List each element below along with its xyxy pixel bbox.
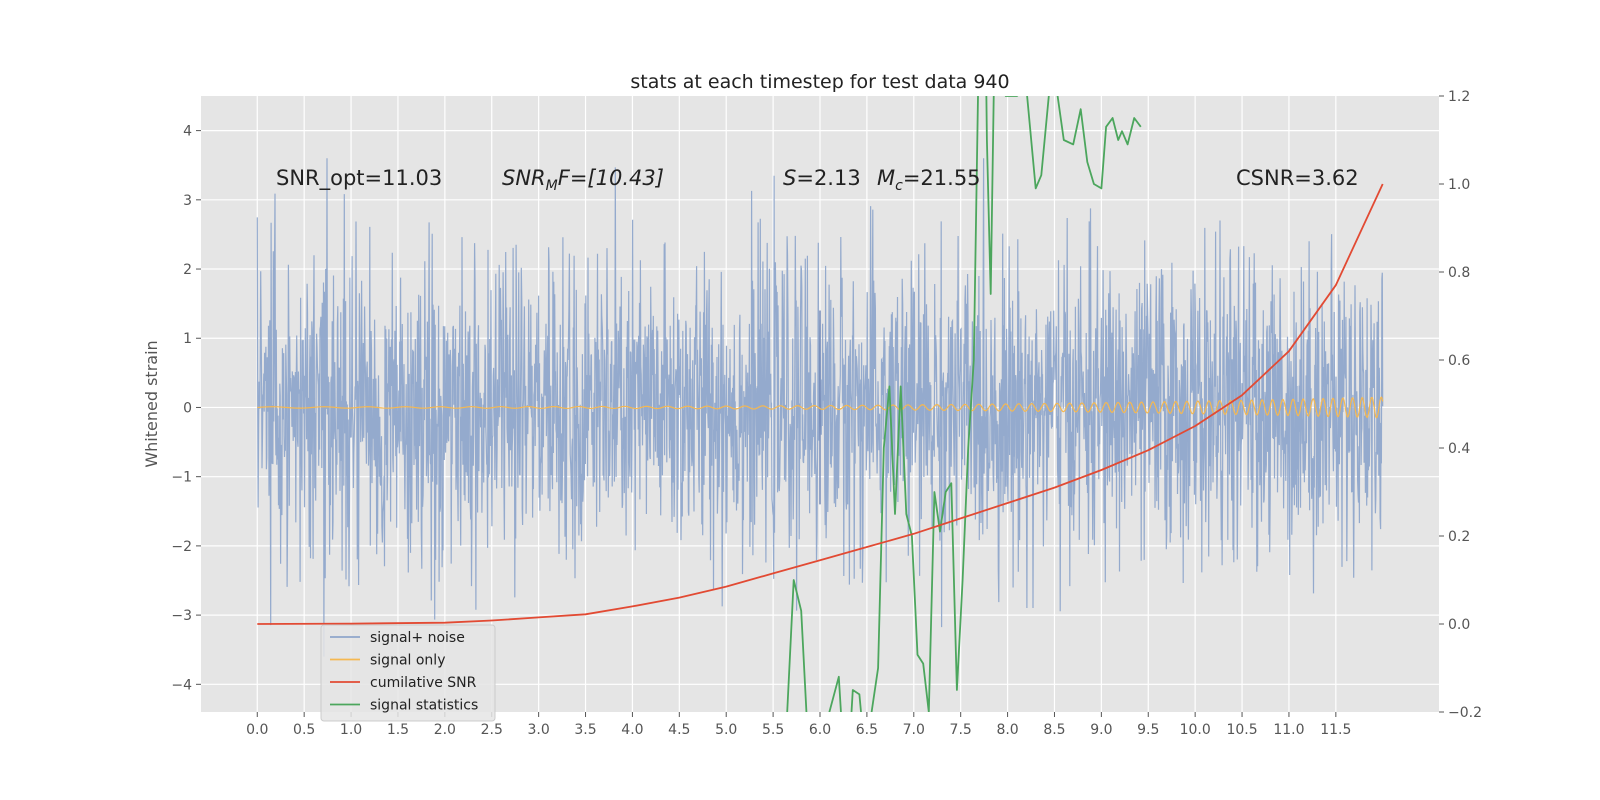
y-tick-label-left: −4 [171, 677, 192, 693]
legend-signal-statistics-label: signal statistics [370, 698, 478, 714]
series-signal-statistics [786, 96, 1142, 712]
x-tick-label: 11.0 [1273, 722, 1304, 738]
annotation-snr-mf: SNRMF=[10.43] [502, 166, 664, 194]
x-tick-label: 5.5 [762, 722, 784, 738]
x-tick-label: 1.0 [340, 722, 362, 738]
annotation-snr-opt: SNR_opt=11.03 [276, 166, 442, 191]
legend-signal-only-label: signal only [370, 653, 445, 669]
legend-cumulative-snr-label: cumilative SNR [370, 675, 477, 691]
y-tick-label-right: 0.4 [1448, 441, 1470, 457]
y-tick-label-right: 0.6 [1448, 353, 1470, 369]
legend-signal-noise-label: signal+ noise [370, 630, 465, 646]
y-tick-label-left: 2 [183, 262, 192, 278]
legend-box [320, 624, 496, 722]
x-tick-label: 4.0 [621, 722, 643, 738]
x-tick-label: 7.5 [950, 722, 972, 738]
series-cumulative-snr [257, 183, 1384, 625]
y-tick-label-left: 3 [183, 193, 192, 209]
x-tick-label: 1.5 [387, 722, 409, 738]
annotation-mc-italic: M [877, 166, 895, 190]
x-tick-label: 9.5 [1137, 722, 1159, 738]
y-tick-label-right: 1.2 [1448, 89, 1470, 105]
x-tick-label: 6.5 [856, 722, 878, 738]
x-tick-label: 2.0 [434, 722, 456, 738]
x-tick-label: 8.5 [1043, 722, 1065, 738]
y-tick-label-right: 0.8 [1448, 265, 1470, 281]
y-tick-label-right: 0.0 [1448, 617, 1470, 633]
y-tick-label-left: −3 [171, 608, 192, 624]
x-axis: 0.0 0.5 1.0 1.5 2.0 2.5 3.0 3.5 4.0 4.5 5.0 5.5 6.0 6… [246, 712, 1351, 738]
x-tick-label: 0.5 [293, 722, 315, 738]
x-tick-label: 6.0 [809, 722, 831, 738]
legend: signal+ noise signal only cumilative SNR si… [320, 624, 496, 722]
x-tick-label: 0.0 [246, 722, 268, 738]
x-tick-label: 11.5 [1320, 722, 1351, 738]
x-tick-label: 4.5 [668, 722, 690, 738]
annotation-s-value: =2.13 [796, 166, 860, 190]
y-tick-label-left: 1 [183, 331, 192, 347]
annotations: SNR_opt=11.03 SNRMF=[10.43] S=2.13 Mc=21… [276, 166, 1359, 194]
annotation-mc-value: =21.55 [903, 166, 981, 190]
y-axis-label: Whitened strain [142, 340, 161, 467]
x-tick-label: 3.0 [528, 722, 550, 738]
x-tick-label: 7.0 [903, 722, 925, 738]
x-tick-label: 3.5 [574, 722, 596, 738]
y-tick-label-right: 1.0 [1448, 177, 1470, 193]
annotation-csnr: CSNR=3.62 [1236, 166, 1359, 190]
y-tick-label-left: −2 [171, 539, 192, 555]
annotation-s-italic: S [783, 166, 796, 190]
chart-title: stats at each timestep for test data 940 [630, 71, 1009, 93]
y-tick-label-left: 0 [183, 400, 192, 416]
annotation-snr-mf-sub: M [546, 178, 558, 194]
annotation-s: S=2.13 [783, 166, 861, 190]
annotation-mc-sub: c [895, 178, 903, 194]
y-axis-right: 1.2 1.0 0.8 0.6 0.4 0.2 0.0 −0.2 [1439, 89, 1482, 721]
y-axis-left: 4 3 2 1 0 −1 −2 −3 −4 [171, 124, 201, 693]
annotation-mc: Mc=21.55 [877, 166, 981, 194]
x-tick-label: 5.0 [715, 722, 737, 738]
y-tick-label-left: 4 [183, 124, 192, 140]
annotation-snr-mf-main: SNR [502, 166, 546, 190]
series-group [256, 96, 1384, 712]
y-tick-label-right: 0.2 [1448, 529, 1470, 545]
x-tick-label: 8.0 [996, 722, 1018, 738]
y-tick-label-right: −0.2 [1448, 705, 1482, 721]
x-tick-label: 10.5 [1226, 722, 1257, 738]
series-signal-only [257, 396, 1384, 419]
series-layer [256, 96, 1384, 712]
x-tick-label: 9.0 [1090, 722, 1112, 738]
x-tick-label: 2.5 [481, 722, 503, 738]
y-tick-label-left: −1 [171, 470, 192, 486]
x-tick-label: 10.0 [1180, 722, 1211, 738]
annotation-snr-mf-tail: F=[10.43] [558, 166, 664, 190]
